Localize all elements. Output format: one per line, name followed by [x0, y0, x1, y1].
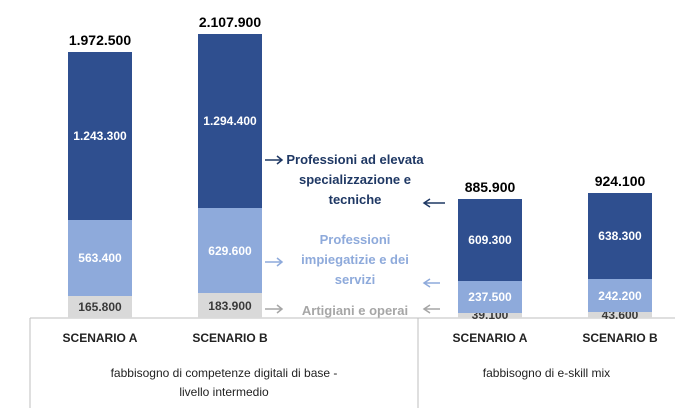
bar-segment — [68, 295, 132, 318]
value-label: 242.200 — [598, 288, 642, 303]
bar-segment — [198, 293, 262, 318]
x-tick-label: SCENARIO A — [452, 331, 528, 345]
value-label: 638.300 — [598, 229, 642, 244]
value-label: 1.243.300 — [73, 128, 127, 143]
x-tick-label: SCENARIO B — [582, 331, 658, 345]
group-label: fabbisogno di competenze digitali di bas… — [110, 366, 338, 380]
value-label: 1.294.400 — [203, 114, 257, 129]
value-label: 629.600 — [208, 243, 252, 258]
value-label: 183.900 — [208, 298, 252, 313]
arrow — [265, 304, 284, 314]
legend-entry: Professioni impiegatizie e dei servizi — [301, 232, 409, 287]
total-label: 924.100 — [594, 173, 646, 190]
legend-entry: Artigiani e operai — [301, 303, 409, 318]
total-label: 1.972.500 — [68, 32, 132, 48]
bar-segment — [198, 33, 262, 209]
arrow — [422, 198, 445, 208]
bar-segment — [588, 193, 652, 280]
legend-entry: Professioni ad elevata specializzazione … — [286, 152, 424, 207]
arrow — [422, 278, 440, 288]
bar-segment — [198, 208, 262, 294]
bar-segment — [458, 280, 522, 313]
value-label: 609.300 — [468, 232, 512, 247]
total-label: 2.107.900 — [198, 13, 262, 30]
value-label: 165.800 — [78, 299, 122, 314]
x-tick-label: SCENARIO A — [62, 331, 138, 345]
group-label: livello intermedio — [179, 385, 269, 399]
group-label: fabbisogno di e-skill mix — [482, 366, 611, 380]
arrow — [422, 304, 440, 314]
bar-segment — [68, 52, 132, 220]
bar-segment — [588, 279, 652, 313]
value-label: 563.400 — [78, 250, 122, 265]
total-label: 885.900 — [464, 178, 516, 195]
bar-segment — [458, 198, 522, 281]
bar-segment — [588, 312, 652, 318]
bar-segment — [68, 219, 132, 296]
arrows — [265, 155, 445, 314]
value-label: 237.500 — [468, 289, 512, 304]
x-tick-label: SCENARIO B — [192, 331, 268, 345]
arrow — [265, 257, 284, 267]
bar-segment — [458, 312, 522, 318]
arrow — [265, 155, 284, 165]
